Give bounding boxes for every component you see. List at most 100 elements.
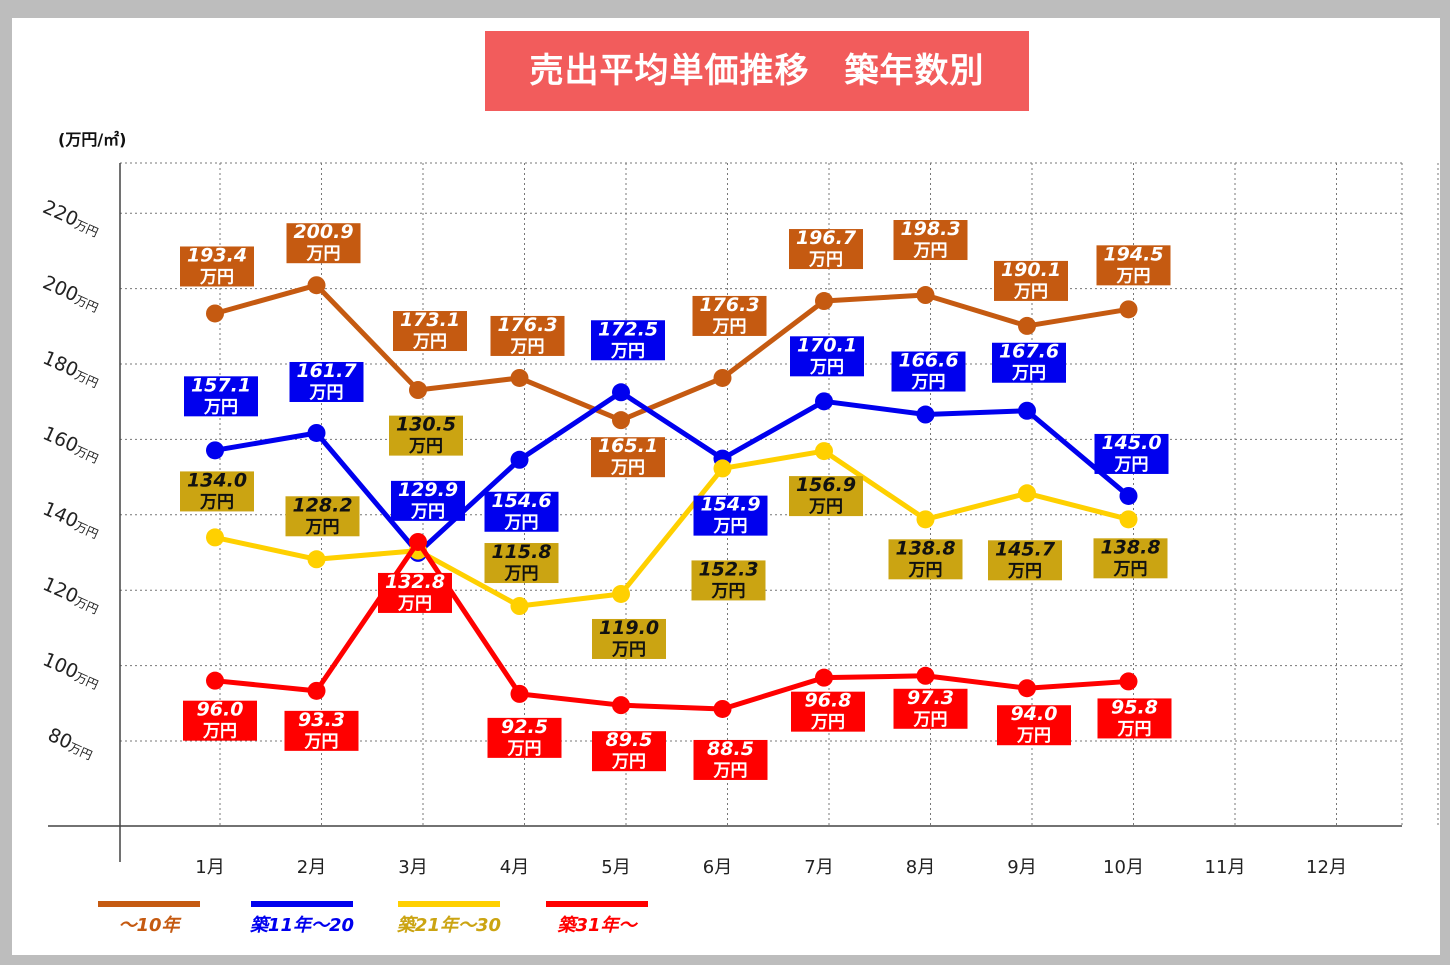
data-label-s1-1: 157.1万円: [184, 374, 258, 417]
data-label-value: 145.0: [1101, 432, 1161, 454]
data-label-unit: 万円: [306, 244, 341, 264]
data-label-unit: 万円: [1114, 455, 1149, 475]
data-label-value: 200.9: [293, 221, 353, 243]
data-label-unit: 万円: [1113, 559, 1148, 579]
data-label-s1-5: 172.5万円: [591, 318, 665, 361]
data-label-s3-8: 97.3万円: [893, 687, 968, 730]
data-label-s1-8: 166.6万円: [891, 350, 966, 393]
data-label-value: 92.5: [501, 716, 548, 738]
data-label-s2-4: 115.8万円: [484, 541, 559, 584]
data-label-value: 152.3: [698, 558, 758, 580]
data-label-box: [893, 220, 968, 261]
series-2-point-2: [307, 550, 326, 569]
series-0-point-6: [713, 368, 732, 387]
series-0-point-2: [307, 276, 326, 295]
data-label-s3-7: 96.8万円: [791, 690, 865, 733]
data-label-s2-2: 128.2万円: [285, 494, 360, 537]
series-1-point-7: [815, 392, 833, 411]
data-label-s2-10: 138.8万円: [1093, 536, 1168, 579]
series-1-point-9: [1018, 401, 1036, 420]
series-1-point-2: [307, 423, 326, 442]
data-label-value: 138.8: [895, 537, 955, 559]
data-label-value: 95.8: [1111, 696, 1158, 718]
data-label-unit: 万円: [808, 497, 843, 517]
data-label-value: 119.0: [599, 617, 659, 639]
series-1-point-1: [206, 441, 224, 460]
data-label-unit: 万円: [507, 739, 542, 759]
data-label-box: [183, 700, 257, 741]
data-label-unit: 万円: [713, 761, 748, 781]
series-line-2: [214, 448, 1130, 609]
series-1-point-8: [916, 405, 935, 424]
data-label-value: 154.6: [491, 490, 551, 512]
data-label-unit: 万円: [203, 397, 238, 417]
series-3-point-10: [1119, 672, 1138, 691]
data-label-value: 190.1: [1001, 259, 1061, 281]
x-tick-label-5: 5月: [601, 857, 630, 878]
data-label-box: [692, 295, 767, 336]
data-label-value: 167.6: [999, 341, 1059, 363]
data-label-value: 198.3: [900, 218, 960, 240]
x-tick-label-12: 12月: [1306, 857, 1347, 878]
data-label-box: [988, 540, 1062, 581]
data-label-value: 194.5: [1103, 243, 1163, 265]
data-label-unit: 万円: [304, 732, 339, 752]
data-label-box: [591, 320, 665, 361]
data-label-value: 94.0: [1011, 703, 1058, 725]
data-label-box: [484, 543, 559, 584]
data-label-box: [893, 688, 968, 729]
data-label-unit: 万円: [711, 581, 746, 601]
data-label-box: [1096, 245, 1171, 286]
data-label-box: [997, 705, 1071, 746]
data-label-box: [1097, 698, 1172, 739]
data-label-value: 172.5: [598, 318, 658, 340]
series-0-point-5: [612, 411, 630, 430]
data-label-value: 132.8: [385, 571, 445, 593]
data-label-unit: 万円: [713, 517, 748, 537]
data-label-s3-1: 96.0万円: [183, 699, 257, 742]
series-0-point-7: [815, 292, 833, 311]
data-label-box: [389, 415, 463, 456]
data-label-value: 176.3: [699, 294, 759, 316]
series-1-point-4: [510, 450, 529, 469]
data-label-value: 193.4: [187, 244, 247, 266]
data-label-box: [591, 437, 665, 478]
series-line-3: [214, 539, 1129, 712]
data-label-value: 161.7: [296, 360, 357, 382]
data-label-box: [592, 731, 666, 772]
data-label-box: [791, 691, 865, 732]
data-label-unit: 万円: [199, 267, 234, 287]
data-label-s0-8: 198.3万円: [893, 218, 968, 261]
data-label-box: [891, 351, 966, 392]
legend-item-0: ～10年: [98, 901, 200, 936]
data-label-box: [180, 471, 254, 512]
data-label-s2-1: 134.0万円: [180, 469, 254, 512]
legend-label: 築11年～20: [249, 915, 354, 936]
data-label-box: [789, 229, 863, 270]
series-0-point-10: [1119, 300, 1138, 319]
data-label-box: [284, 710, 359, 751]
data-label-unit: 万円: [913, 241, 948, 261]
data-label-s2-3: 130.5万円: [389, 414, 463, 457]
data-label-s1-9: 167.6万円: [992, 341, 1066, 384]
data-label-value: 196.7: [796, 227, 857, 249]
data-label-box: [285, 496, 360, 537]
data-label-s3-9: 94.0万円: [997, 703, 1071, 746]
chart-title-box: 売出平均単価推移 築年数別: [485, 31, 1029, 111]
x-tick-label-6: 6月: [703, 857, 732, 878]
series-2-point-5: [612, 584, 630, 603]
data-label-value: 96.0: [197, 699, 244, 721]
x-tick-label-7: 7月: [804, 857, 833, 878]
data-label-unit: 万円: [913, 710, 948, 730]
x-tick-label-11: 11月: [1205, 857, 1246, 878]
data-label-unit: 万円: [712, 317, 747, 337]
data-label-unit: 万円: [809, 357, 844, 377]
data-label-box: [693, 739, 768, 780]
data-label-box: [184, 376, 258, 417]
y-tick-unit: 万円: [73, 519, 101, 542]
